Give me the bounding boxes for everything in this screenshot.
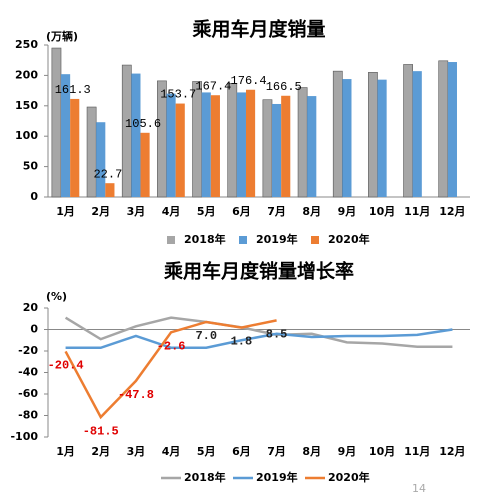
x-tick-label: 9月 [338, 205, 357, 218]
chart-title: 乘用车月度销量增长率 [163, 260, 354, 283]
data-label: 1.8 [231, 335, 253, 349]
bar [262, 99, 273, 198]
x-tick-label: 7月 [267, 205, 286, 218]
data-label: 22.7 [93, 167, 122, 181]
bar [210, 95, 220, 197]
bar [175, 103, 185, 197]
page-number: 14 [412, 482, 426, 495]
y-tick-label: -60 [18, 387, 38, 400]
y-tick-label: -20 [18, 344, 38, 357]
bar [368, 72, 378, 198]
bar [61, 74, 71, 197]
bar [412, 71, 422, 197]
x-tick-label: 5月 [197, 445, 216, 458]
y-tick-label: -80 [18, 409, 38, 422]
x-tick-label: 3月 [127, 205, 146, 218]
line [64, 319, 277, 420]
bar [51, 47, 62, 198]
bar [86, 106, 97, 198]
bar [272, 103, 282, 197]
legend-label: 2018年 [184, 232, 226, 246]
bar [245, 89, 256, 197]
x-tick-label: 12月 [439, 445, 465, 458]
bar [70, 98, 80, 197]
bar [403, 64, 413, 198]
bar [166, 93, 176, 197]
bar [342, 79, 352, 197]
y-tick-label: -40 [18, 366, 38, 379]
bar [447, 62, 457, 197]
data-label: 8.5 [266, 328, 288, 342]
data-label: 7.0 [195, 329, 217, 343]
bar [121, 64, 132, 198]
x-tick-label: 7月 [267, 445, 286, 458]
legend-swatch [311, 236, 319, 244]
x-tick-label: 4月 [162, 205, 181, 218]
y-tick-label: 0 [30, 323, 38, 336]
data-label: -2.6 [157, 339, 186, 353]
data-label: 105.6 [125, 117, 161, 131]
x-tick-label: 2月 [91, 205, 110, 218]
x-tick-label: 4月 [162, 445, 181, 458]
line [64, 316, 453, 348]
legend-label: 2019年 [256, 470, 298, 484]
y-tick-label: 0 [30, 190, 38, 203]
bar [297, 87, 308, 198]
line [65, 328, 453, 350]
legend-label: 2018年 [184, 470, 226, 484]
data-label: 153.7 [160, 88, 196, 102]
y-tick-label: 100 [15, 129, 38, 142]
bar [140, 132, 150, 197]
legend-label: 2019年 [256, 232, 298, 246]
data-label: -47.8 [118, 388, 154, 402]
x-tick-label: 1月 [56, 445, 75, 458]
legend-swatch [167, 236, 175, 244]
chart-title: 乘用车月度销量 [191, 18, 325, 41]
legend-label: 2020年 [328, 232, 370, 246]
x-tick-label: 6月 [232, 205, 251, 218]
bar [281, 95, 291, 197]
bar [438, 60, 449, 198]
bar [332, 70, 343, 198]
data-label: 167.4 [195, 79, 231, 93]
bar [377, 79, 387, 197]
bar [131, 73, 141, 197]
bar [105, 183, 115, 197]
x-tick-label: 11月 [404, 205, 430, 218]
x-tick-label: 9月 [338, 445, 357, 458]
x-tick-label: 8月 [302, 205, 321, 218]
x-tick-label: 11月 [404, 445, 430, 458]
x-tick-label: 5月 [197, 205, 216, 218]
y-tick-label: 150 [15, 99, 38, 112]
data-label: 176.4 [231, 74, 267, 88]
y-axis-label: (%) [46, 290, 67, 303]
x-tick-label: 3月 [127, 445, 146, 458]
bar [236, 92, 246, 197]
data-label: 166.5 [266, 80, 302, 94]
y-axis-label: (万辆) [46, 29, 78, 43]
y-tick-label: -100 [10, 430, 38, 443]
bar [201, 92, 211, 197]
legend-label: 2020年 [328, 470, 370, 484]
y-tick-label: 200 [15, 68, 38, 81]
bar [227, 83, 238, 198]
bar [307, 96, 317, 197]
x-tick-label: 10月 [369, 445, 395, 458]
x-tick-label: 8月 [302, 445, 321, 458]
y-tick-label: 50 [23, 160, 39, 173]
x-tick-label: 6月 [232, 445, 251, 458]
x-tick-label: 10月 [369, 205, 395, 218]
legend-swatch [239, 236, 247, 244]
data-label: -20.4 [48, 359, 84, 373]
bar [157, 80, 167, 198]
data-label: -81.5 [83, 424, 119, 438]
y-tick-label: 20 [23, 301, 39, 314]
x-tick-label: 12月 [439, 205, 465, 218]
x-tick-label: 1月 [56, 205, 75, 218]
data-label: 161.3 [55, 83, 91, 97]
bar [96, 122, 106, 197]
y-tick-label: 250 [15, 38, 38, 51]
x-tick-label: 2月 [91, 445, 110, 458]
